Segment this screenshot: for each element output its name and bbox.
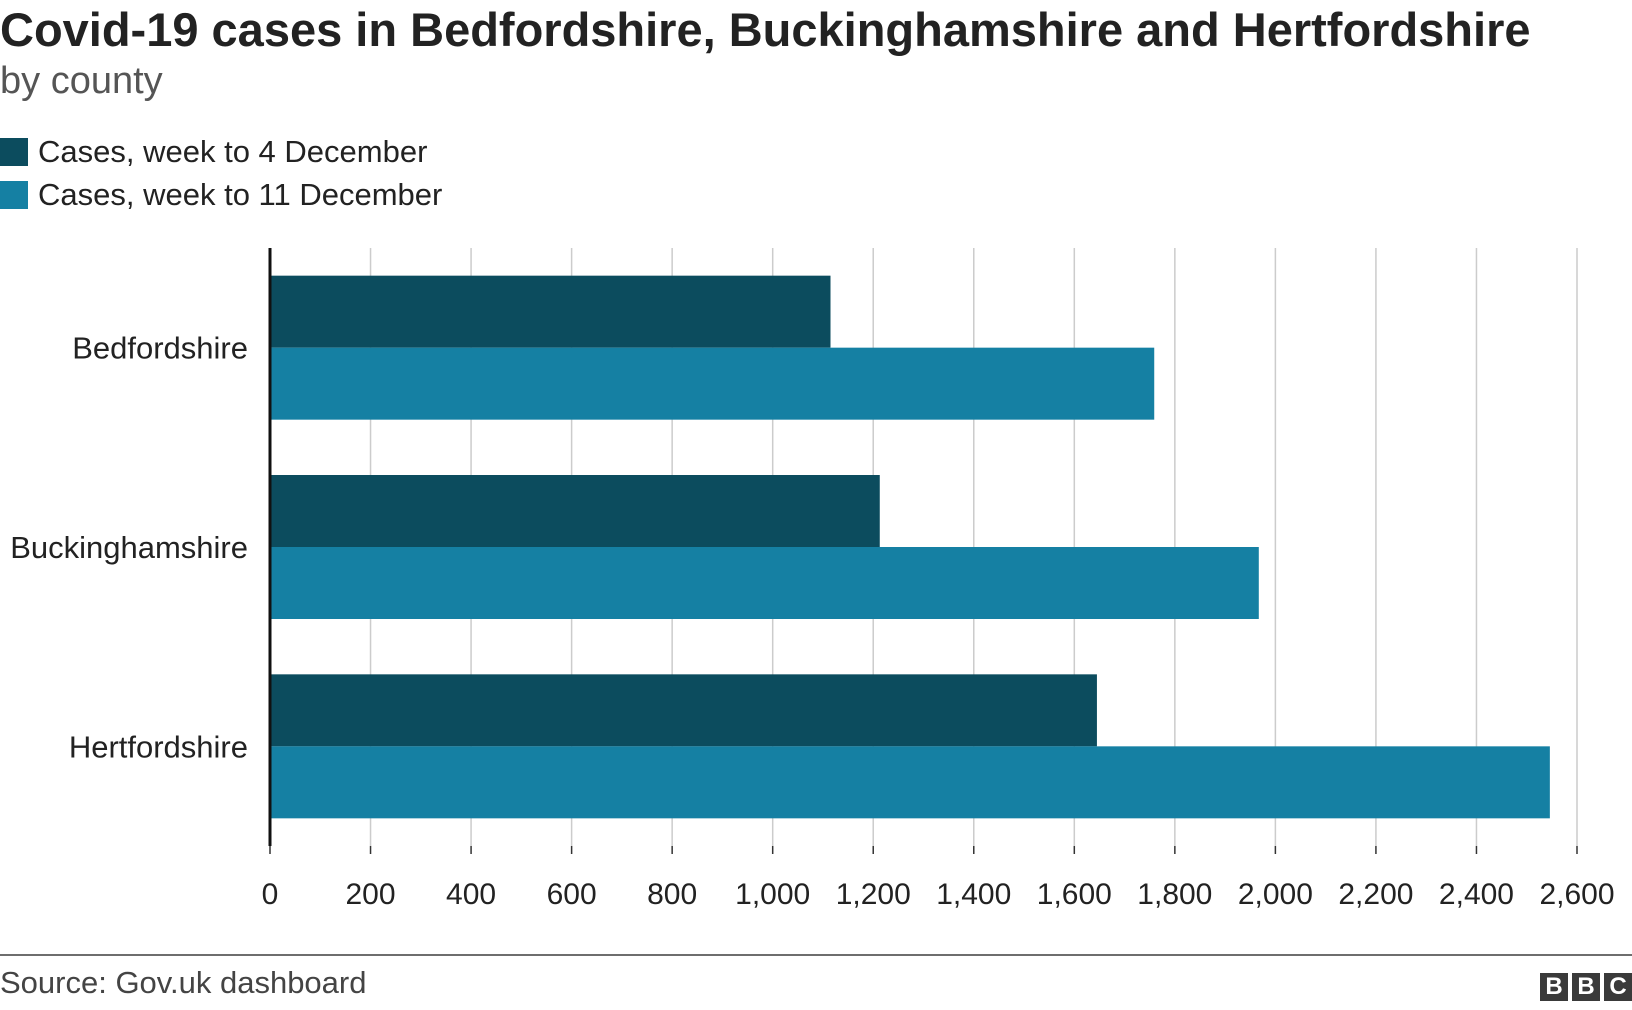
x-tick-label: 800	[647, 878, 697, 911]
x-tick-label: 1,000	[735, 878, 810, 911]
bar-chart: 0 200 400 600 800 1,000 1,200 1,400 1,600 1,800 2,…	[10, 248, 1615, 911]
legend-item-week-11-dec: Cases, week to 11 December	[0, 177, 442, 213]
chart-subtitle: by county	[0, 60, 163, 102]
x-tick-label: 2,400	[1439, 878, 1514, 911]
bbc-logo-letter: B	[1540, 973, 1568, 1001]
x-tick-label: 1,600	[1037, 878, 1112, 911]
x-tick-label: 0	[262, 878, 279, 911]
bbc-logo-letter: C	[1604, 973, 1632, 1001]
x-tick-label: 1,400	[936, 878, 1011, 911]
bar	[270, 674, 1097, 747]
bar	[270, 547, 1259, 619]
x-tick-label: 600	[547, 878, 597, 911]
x-tick-label: 400	[446, 878, 496, 911]
x-tick-label: 1,800	[1137, 878, 1212, 911]
legend-swatch-week-11-dec	[0, 181, 28, 209]
bar	[270, 275, 831, 348]
source-note: Source: Gov.uk dashboard	[0, 965, 367, 1000]
x-tick-label: 2,200	[1338, 878, 1413, 911]
bar	[270, 347, 1155, 420]
footer-divider	[0, 954, 1632, 956]
bbc-logo: B B C	[1540, 973, 1632, 1001]
x-tick-label: 200	[346, 878, 396, 911]
legend-label-week-11-dec: Cases, week to 11 December	[38, 177, 443, 212]
chart-title: Covid-19 cases in Bedfordshire, Buckingh…	[0, 3, 1531, 56]
bar	[270, 746, 1550, 819]
x-tick-label: 1,200	[836, 878, 911, 911]
legend-label-week-4-dec: Cases, week to 4 December	[38, 134, 428, 169]
y-category-label: Bedfordshire	[72, 331, 248, 366]
bar	[270, 475, 880, 547]
legend-swatch-week-4-dec	[0, 138, 28, 166]
legend-item-week-4-dec: Cases, week to 4 December	[0, 134, 427, 170]
x-tick-label: 2,000	[1238, 878, 1313, 911]
y-category-label: Buckinghamshire	[10, 530, 248, 565]
y-category-label: Hertfordshire	[69, 729, 248, 764]
x-tick-label: 2,600	[1539, 878, 1614, 911]
bbc-logo-letter: B	[1572, 973, 1600, 1001]
